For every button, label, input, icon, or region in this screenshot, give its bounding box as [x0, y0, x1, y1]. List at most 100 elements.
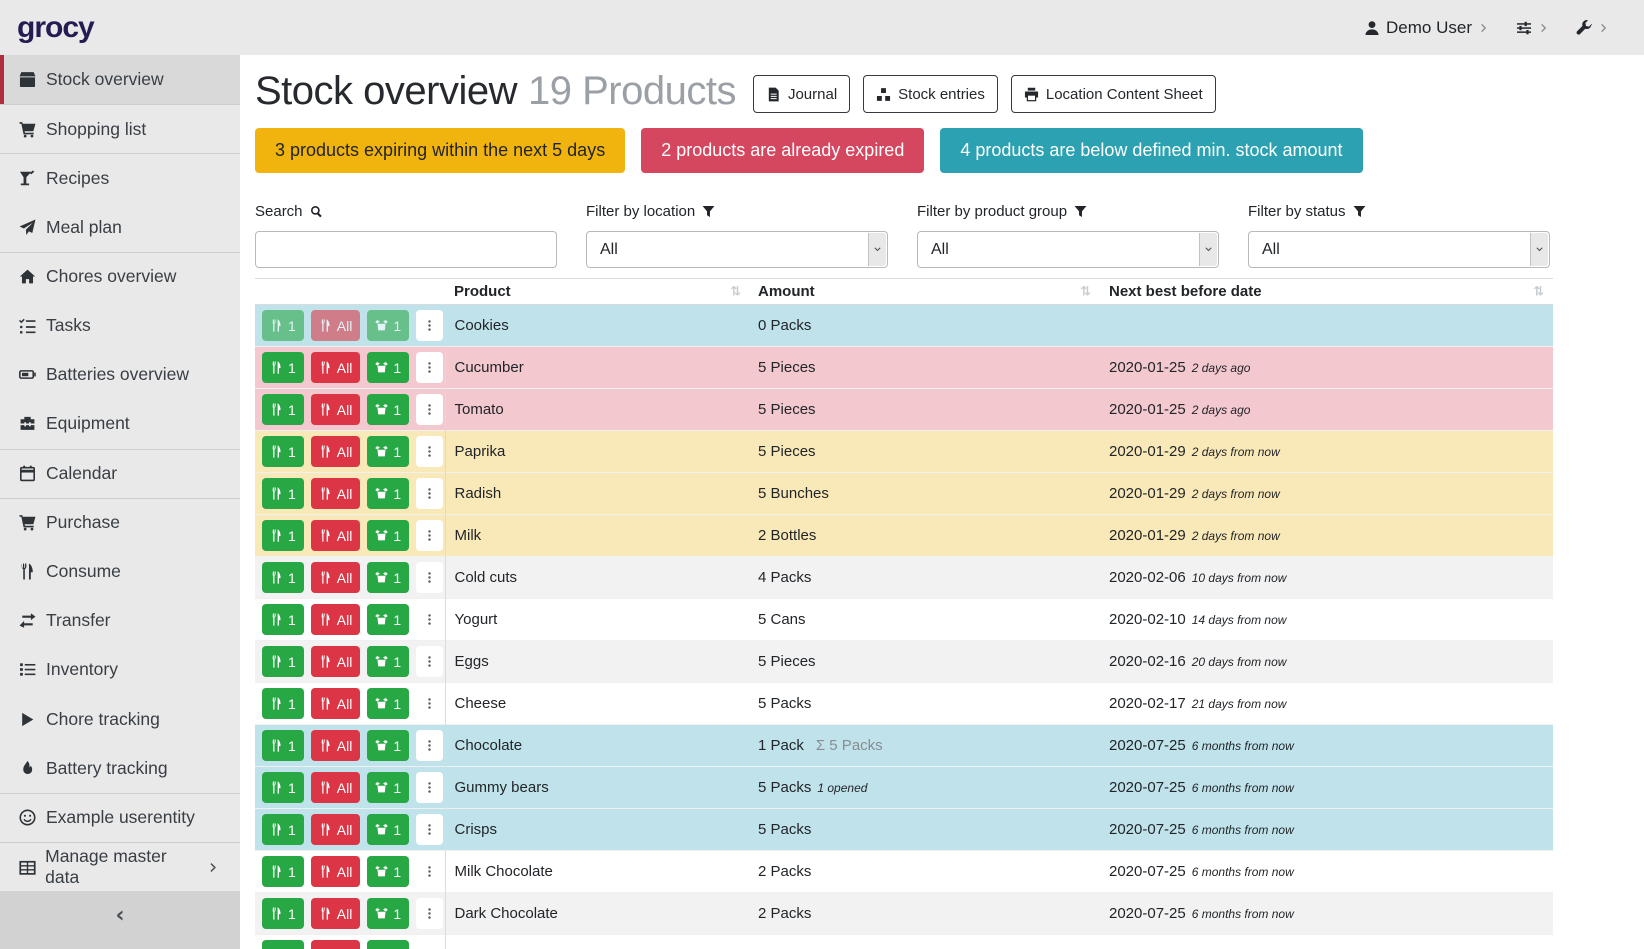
location-select[interactable]: All — [586, 231, 888, 268]
sidebar-item-recipes[interactable]: Recipes — [0, 153, 240, 202]
date-column-header[interactable]: Next best before date ⇅ — [1100, 278, 1553, 305]
consume-one-button[interactable]: 1 — [262, 730, 304, 761]
expiring-banner[interactable]: 3 products expiring within the next 5 da… — [255, 128, 626, 173]
sidebar-item-consume[interactable]: Consume — [0, 547, 240, 596]
open-one-button[interactable]: 1 — [367, 520, 410, 551]
collapse-sidebar-button[interactable]: ‹ — [115, 903, 125, 929]
consume-one-button[interactable]: 1 — [262, 604, 304, 635]
sidebar-item-meal-plan[interactable]: Meal plan — [0, 203, 240, 252]
select-dropdown-button[interactable] — [868, 233, 886, 266]
status-select[interactable]: All — [1248, 231, 1550, 268]
row-menu-button[interactable] — [416, 352, 444, 383]
row-menu-button[interactable] — [416, 604, 444, 635]
consume-all-button[interactable]: All — [310, 940, 361, 949]
consume-all-button[interactable]: All — [310, 310, 361, 341]
search-input[interactable] — [255, 231, 557, 268]
consume-all-button[interactable]: All — [310, 646, 361, 677]
open-one-button[interactable]: 1 — [367, 772, 410, 803]
consume-all-button[interactable]: All — [310, 562, 361, 593]
sidebar-item-chores-overview[interactable]: Chores overview — [0, 251, 240, 301]
sidebar-item-shopping-list[interactable]: Shopping list — [0, 104, 240, 153]
open-one-button[interactable]: 1 — [367, 562, 410, 593]
open-one-button[interactable]: 1 — [367, 814, 410, 845]
sidebar-item-batteries-overview[interactable]: Batteries overview — [0, 350, 240, 399]
product-column-header[interactable]: Product ⇅ — [445, 278, 750, 305]
open-one-button[interactable]: 1 — [367, 940, 410, 949]
consume-one-button[interactable]: 1 — [262, 310, 304, 341]
expired-banner[interactable]: 2 products are already expired — [641, 128, 925, 173]
sidebar-item-equipment[interactable]: Equipment — [0, 399, 240, 448]
open-one-button[interactable]: 1 — [367, 310, 410, 341]
amount-column-header[interactable]: Amount ⇅ — [750, 278, 1100, 305]
select-dropdown-button[interactable] — [1199, 233, 1217, 266]
open-one-button[interactable]: 1 — [367, 898, 410, 929]
consume-all-button[interactable]: All — [310, 394, 361, 425]
consume-all-button[interactable]: All — [310, 352, 361, 383]
app-logo[interactable]: grocy — [17, 11, 95, 44]
consume-one-button[interactable]: 1 — [262, 646, 304, 677]
consume-one-button[interactable]: 1 — [262, 856, 304, 887]
consume-one-button[interactable]: 1 — [262, 436, 304, 467]
open-one-button[interactable]: 1 — [367, 478, 410, 509]
row-menu-button[interactable] — [416, 772, 444, 803]
sidebar-item-inventory[interactable]: Inventory — [0, 645, 240, 694]
consume-all-button[interactable]: All — [310, 478, 361, 509]
consume-all-button[interactable]: All — [310, 604, 361, 635]
consume-one-button[interactable]: 1 — [262, 772, 304, 803]
consume-all-button[interactable]: All — [310, 772, 361, 803]
consume-one-button[interactable]: 1 — [262, 520, 304, 551]
sidebar-item-battery-tracking[interactable]: Battery tracking — [0, 744, 240, 793]
consume-all-button[interactable]: All — [310, 856, 361, 887]
consume-one-button[interactable]: 1 — [262, 898, 304, 929]
open-one-button[interactable]: 1 — [367, 436, 410, 467]
open-one-button[interactable]: 1 — [367, 688, 410, 719]
user-menu[interactable]: Demo User — [1364, 18, 1490, 38]
settings-menu[interactable] — [1516, 20, 1550, 36]
sidebar-item-example-userentity[interactable]: Example userentity — [0, 792, 240, 842]
consume-one-button[interactable]: 1 — [262, 394, 304, 425]
row-menu-button[interactable] — [416, 520, 444, 551]
row-menu-button[interactable] — [416, 310, 444, 341]
row-menu-button[interactable] — [416, 940, 444, 949]
open-one-button[interactable]: 1 — [367, 352, 410, 383]
row-menu-button[interactable] — [416, 436, 444, 467]
location-content-sheet-button[interactable]: Location Content Sheet — [1010, 75, 1216, 113]
admin-menu[interactable] — [1576, 19, 1610, 36]
journal-button[interactable]: Journal — [752, 75, 851, 113]
open-one-button[interactable]: 1 — [367, 646, 410, 677]
consume-all-button[interactable]: All — [310, 688, 361, 719]
row-menu-button[interactable] — [416, 562, 444, 593]
open-one-button[interactable]: 1 — [367, 604, 410, 635]
consume-one-button[interactable]: 1 — [262, 478, 304, 509]
row-menu-button[interactable] — [416, 646, 444, 677]
consume-all-button[interactable]: All — [310, 730, 361, 761]
row-menu-button[interactable] — [416, 688, 444, 719]
sidebar-item-chore-tracking[interactable]: Chore tracking — [0, 694, 240, 743]
row-menu-button[interactable] — [416, 814, 444, 845]
sidebar-item-tasks[interactable]: Tasks — [0, 301, 240, 350]
row-menu-button[interactable] — [416, 394, 444, 425]
consume-all-button[interactable]: All — [310, 436, 361, 467]
consume-one-button[interactable]: 1 — [262, 352, 304, 383]
sidebar-item-transfer[interactable]: Transfer — [0, 596, 240, 645]
product-group-select[interactable]: All — [917, 231, 1219, 268]
stock-entries-button[interactable]: Stock entries — [863, 75, 998, 113]
consume-one-button[interactable]: 1 — [262, 562, 304, 593]
select-dropdown-button[interactable] — [1530, 233, 1548, 266]
row-menu-button[interactable] — [416, 898, 444, 929]
consume-one-button[interactable]: 1 — [262, 940, 304, 949]
consume-one-button[interactable]: 1 — [262, 814, 304, 845]
row-menu-button[interactable] — [416, 478, 444, 509]
below-min-stock-banner[interactable]: 4 products are below defined min. stock … — [940, 128, 1363, 173]
consume-all-button[interactable]: All — [310, 898, 361, 929]
sort-icon[interactable]: ⇅ — [1533, 284, 1544, 299]
consume-all-button[interactable]: All — [310, 520, 361, 551]
consume-all-button[interactable]: All — [310, 814, 361, 845]
consume-one-button[interactable]: 1 — [262, 688, 304, 719]
row-menu-button[interactable] — [416, 856, 444, 887]
sidebar-item-stock-overview[interactable]: Stock overview — [0, 55, 240, 105]
row-menu-button[interactable] — [416, 730, 444, 761]
sidebar-item-manage-master-data[interactable]: Manage master data — [0, 842, 240, 891]
open-one-button[interactable]: 1 — [367, 856, 410, 887]
open-one-button[interactable]: 1 — [367, 730, 410, 761]
